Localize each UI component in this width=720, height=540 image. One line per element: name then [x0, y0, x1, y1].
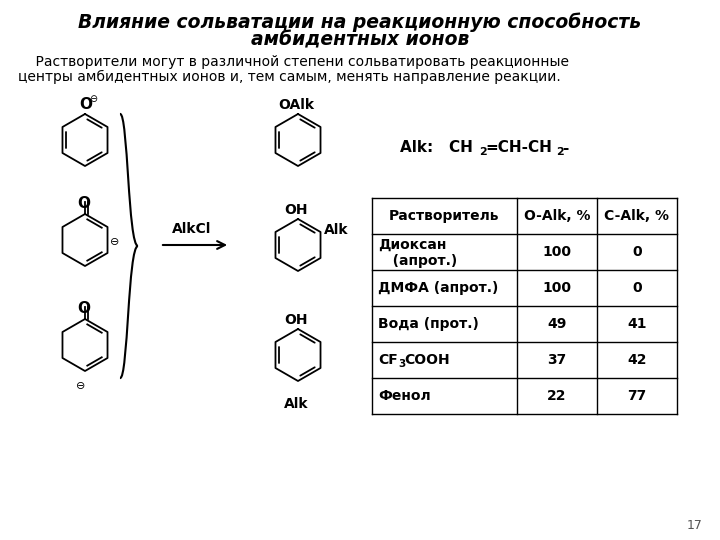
Text: Влияние сольватации на реакционную способность: Влияние сольватации на реакционную спосо…: [78, 12, 642, 32]
Text: CF: CF: [378, 353, 397, 367]
Text: 0: 0: [632, 245, 642, 259]
Text: Растворитель: Растворитель: [390, 209, 500, 223]
Text: Растворители могут в различной степени сольватировать реакционные: Растворители могут в различной степени с…: [18, 55, 569, 69]
Text: 3: 3: [398, 359, 405, 369]
Text: 17: 17: [687, 519, 703, 532]
Text: Диоксан: Диоксан: [378, 238, 446, 252]
Text: -: -: [562, 140, 568, 156]
Text: 77: 77: [627, 389, 647, 403]
Text: Alk: Alk: [284, 397, 308, 411]
Text: O: O: [77, 301, 90, 316]
Text: C-Alk, %: C-Alk, %: [605, 209, 670, 223]
Text: O: O: [79, 97, 92, 112]
Text: ⊖: ⊖: [110, 237, 120, 247]
Text: ⊖: ⊖: [76, 381, 86, 391]
Text: O: O: [77, 196, 90, 211]
Text: COOH: COOH: [404, 353, 449, 367]
Text: амбидентных ионов: амбидентных ионов: [251, 30, 469, 50]
Text: AlkCl: AlkCl: [172, 222, 212, 236]
Text: 37: 37: [547, 353, 567, 367]
Text: 41: 41: [627, 317, 647, 331]
Text: =CH-CH: =CH-CH: [485, 140, 552, 156]
Text: 2: 2: [479, 147, 487, 157]
Text: OAlk: OAlk: [278, 98, 314, 112]
Text: 100: 100: [542, 245, 572, 259]
Text: 22: 22: [547, 389, 567, 403]
Text: 2: 2: [556, 147, 564, 157]
Text: 49: 49: [547, 317, 567, 331]
Text: центры амбидентных ионов и, тем самым, менять направление реакции.: центры амбидентных ионов и, тем самым, м…: [18, 70, 561, 84]
Text: Фенол: Фенол: [378, 389, 431, 403]
Text: Alk: Alk: [323, 223, 348, 237]
Text: (апрот.): (апрот.): [378, 254, 457, 268]
Text: ⊖: ⊖: [89, 94, 97, 104]
Text: OH: OH: [284, 313, 307, 327]
Text: O-Alk, %: O-Alk, %: [523, 209, 590, 223]
Text: 0: 0: [632, 281, 642, 295]
Text: OH: OH: [284, 203, 307, 217]
Text: 42: 42: [627, 353, 647, 367]
Text: 100: 100: [542, 281, 572, 295]
Text: Alk:   CH: Alk: CH: [400, 140, 473, 156]
Text: Вода (прот.): Вода (прот.): [378, 317, 479, 331]
Text: ДМФА (апрот.): ДМФА (апрот.): [378, 281, 498, 295]
